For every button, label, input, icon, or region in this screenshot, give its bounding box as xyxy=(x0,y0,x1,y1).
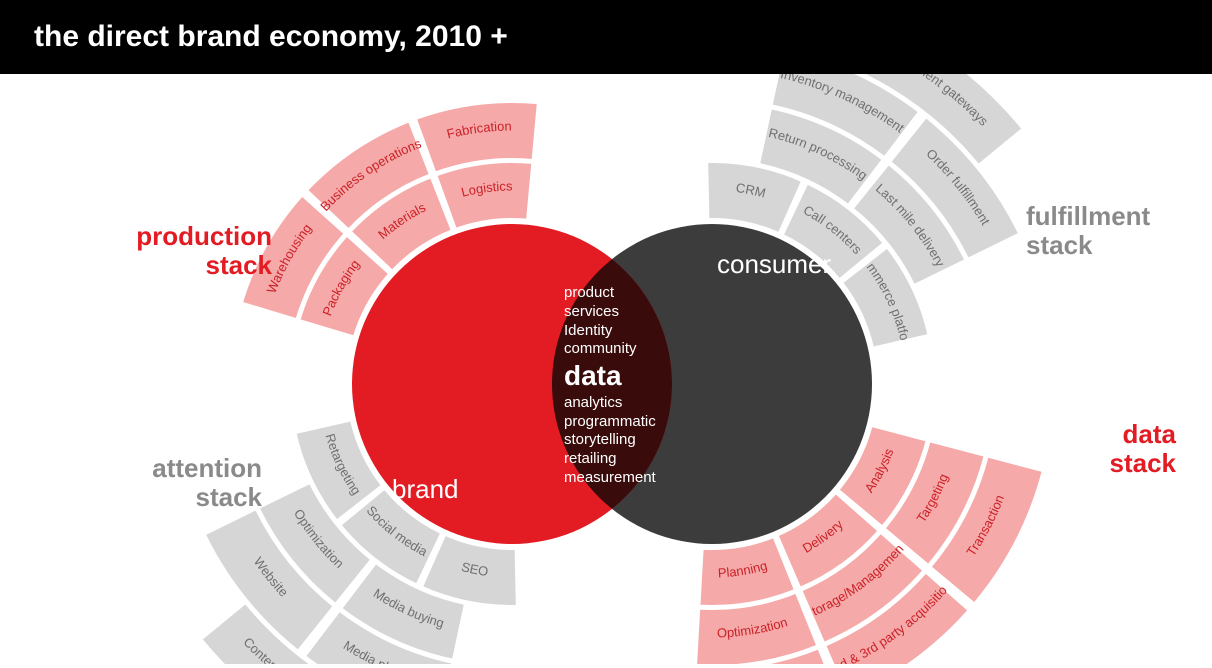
venn-center-item: storytelling xyxy=(564,431,656,450)
label-production-stack: production stack xyxy=(92,222,272,279)
venn-center-item: programmatic xyxy=(564,413,656,432)
page-header: the direct brand economy, 2010 + xyxy=(0,0,1212,74)
venn-center-item: retailing xyxy=(564,450,656,469)
venn-center-item: services xyxy=(564,303,656,322)
label-attention-stack: attention stack xyxy=(82,454,262,511)
venn-label-consumer: consumer xyxy=(717,249,831,280)
label-data-stack: data stack xyxy=(1056,420,1176,477)
venn-center-item: product xyxy=(564,284,656,303)
venn-center-list: productservicesIdentitycommunity data anal… xyxy=(564,284,656,488)
venn-center-item: analytics xyxy=(564,394,656,413)
venn-center-item: community xyxy=(564,340,656,359)
venn-center-item: Identity xyxy=(564,322,656,341)
venn-center-item: measurement xyxy=(564,469,656,488)
venn-center-item: data xyxy=(564,361,656,392)
label-fulfillment-stack: fulfillment stack xyxy=(1026,202,1206,259)
page-title: the direct brand economy, 2010 + xyxy=(34,20,508,53)
venn-label-brand: brand xyxy=(392,474,459,505)
diagram-stage: PackagingMaterialsLogisticsWarehousingBu… xyxy=(0,74,1212,664)
